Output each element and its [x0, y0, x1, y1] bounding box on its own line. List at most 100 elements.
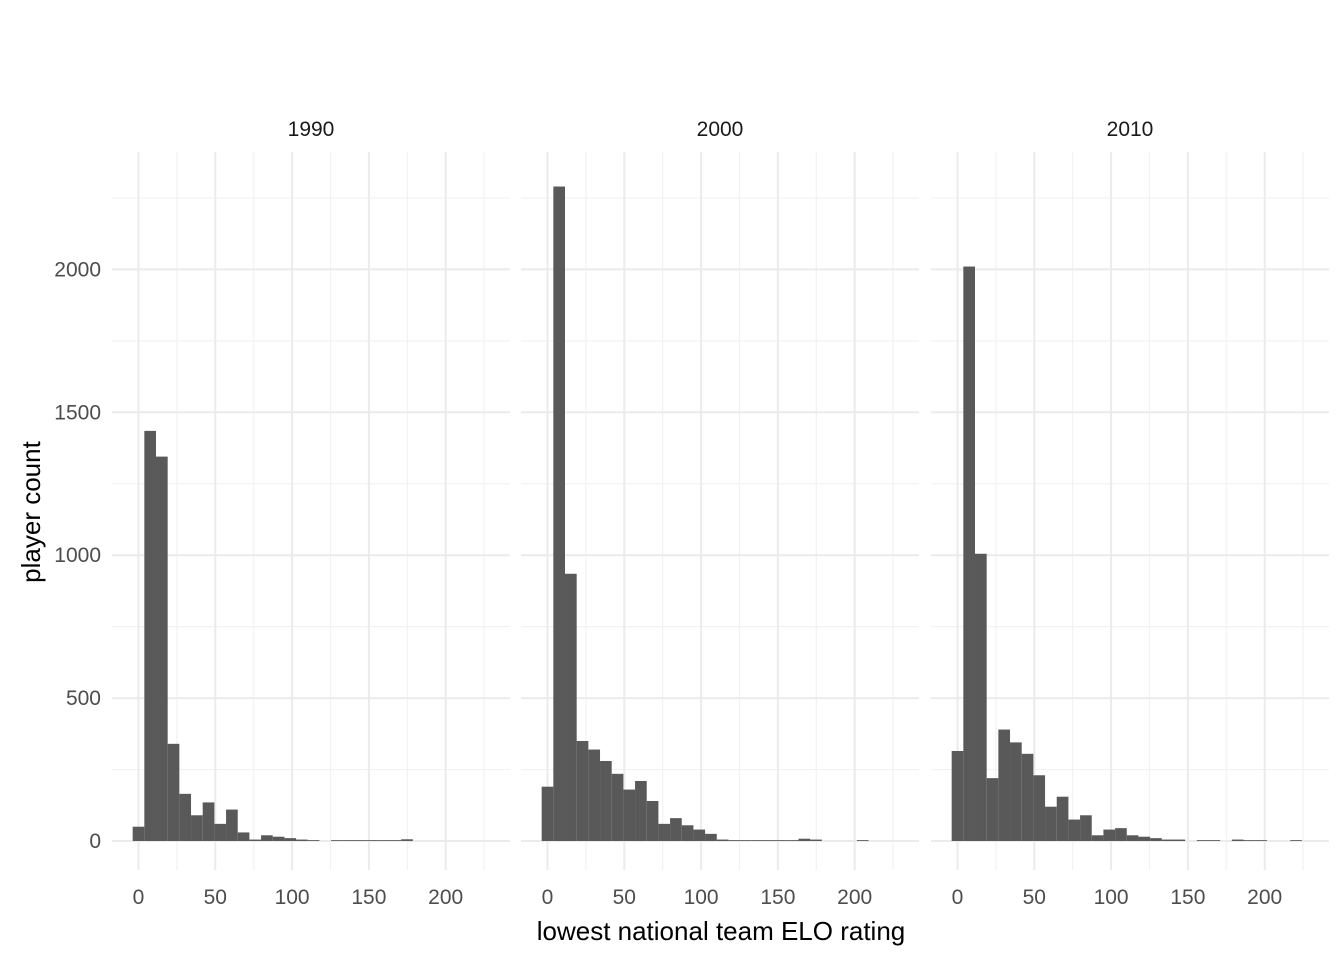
histogram-bar — [740, 840, 752, 841]
x-tick-label: 100 — [1094, 886, 1129, 909]
histogram-bar — [261, 835, 273, 841]
histogram-bar — [1126, 835, 1139, 841]
histogram-bar — [214, 823, 227, 841]
histogram-bar — [144, 430, 157, 841]
histogram-bar — [132, 826, 145, 841]
facet-panel-2000: 2000 0 50 100 150 200 — [521, 118, 919, 909]
histogram-bar — [963, 266, 976, 841]
histogram-bar — [576, 740, 589, 841]
minor-gridlines — [931, 152, 1329, 870]
histogram-bar — [1150, 838, 1162, 841]
histogram-bars — [541, 186, 869, 841]
x-tick-label: 0 — [133, 886, 145, 909]
minor-gridlines — [521, 152, 919, 870]
histogram-bar — [951, 750, 964, 841]
x-axis-tick-labels: 0 50 100 150 200 — [542, 886, 873, 909]
histogram-bar — [693, 829, 706, 841]
histogram-bar — [377, 840, 390, 841]
x-tick-label: 50 — [1023, 886, 1046, 909]
histogram-bar — [1243, 840, 1256, 841]
histogram-bar — [167, 743, 180, 841]
histogram-bar — [541, 786, 554, 841]
histogram-bar — [226, 809, 238, 841]
histogram-bar — [786, 840, 799, 841]
y-tick-label: 1500 — [54, 401, 101, 424]
x-tick-label: 0 — [542, 886, 554, 909]
histogram-bar — [1045, 806, 1057, 841]
histogram-bar — [1056, 796, 1069, 841]
x-tick-label: 150 — [1170, 886, 1205, 909]
histogram-bar — [798, 838, 811, 841]
histogram-bar — [681, 825, 694, 841]
histogram-bar — [658, 823, 671, 841]
major-gridlines — [931, 152, 1329, 870]
x-tick-label: 150 — [760, 886, 795, 909]
histogram-bar — [1208, 840, 1221, 841]
y-tick-label: 500 — [66, 687, 101, 710]
histogram-bar — [646, 800, 659, 841]
x-tick-label: 150 — [351, 886, 386, 909]
facet-strip-label: 2000 — [697, 118, 744, 141]
y-axis-tick-labels: 0 500 1000 1500 2000 — [54, 258, 101, 853]
x-axis-title: lowest national team ELO rating — [537, 916, 906, 946]
x-tick-label: 200 — [837, 886, 872, 909]
histogram-bar — [401, 839, 413, 841]
histogram-bar — [296, 839, 308, 841]
histogram-bar — [728, 840, 741, 841]
histogram-bars — [132, 430, 413, 841]
histogram-bar — [342, 840, 355, 841]
y-tick-label: 0 — [89, 830, 101, 853]
x-tick-label: 50 — [613, 886, 636, 909]
x-tick-label: 200 — [428, 886, 463, 909]
histogram-bar — [1255, 840, 1267, 841]
histogram-bar — [1290, 840, 1302, 841]
histogram-bar — [249, 839, 262, 841]
histogram-bar — [331, 840, 343, 841]
histogram-bar — [1196, 840, 1209, 841]
x-axis-tick-labels: 0 50 100 150 200 — [133, 886, 464, 909]
y-tick-label: 1000 — [54, 544, 101, 567]
histogram-bar — [1021, 753, 1034, 841]
histogram-bar — [191, 815, 203, 841]
x-tick-label: 100 — [275, 886, 310, 909]
histogram-bar — [751, 840, 764, 841]
histogram-bar — [763, 840, 776, 841]
facet-panel-2010: 2010 0 50 100 150 200 — [931, 118, 1329, 909]
histogram-bar — [635, 780, 647, 841]
histogram-bar — [600, 760, 612, 841]
histogram-bar — [1033, 775, 1046, 841]
facet-strip-label: 2010 — [1107, 118, 1154, 141]
x-tick-label: 50 — [204, 886, 227, 909]
histogram-bar — [705, 833, 717, 841]
histogram-bar — [856, 840, 869, 841]
histogram-bar — [810, 839, 822, 841]
histogram-bar — [272, 836, 285, 841]
x-tick-label: 0 — [952, 886, 964, 909]
histogram-bar — [156, 456, 168, 841]
histogram-bar — [1173, 839, 1186, 841]
histogram-bar — [565, 573, 577, 841]
histogram-bar — [553, 186, 566, 841]
histogram-bar — [1103, 829, 1116, 841]
histogram-bar — [179, 793, 192, 841]
y-tick-label: 2000 — [54, 258, 101, 281]
histogram-bar — [284, 838, 297, 841]
histogram-bar — [1115, 828, 1127, 841]
histogram-bar — [237, 832, 250, 841]
histogram-bar — [670, 818, 682, 841]
y-axis-title: player count — [16, 440, 46, 582]
histogram-bar — [1010, 742, 1022, 841]
major-gridlines — [112, 152, 510, 870]
facet-panel-1990: 1990 0 50 100 150 200 — [112, 118, 510, 909]
histogram-bar — [1231, 839, 1244, 841]
histogram-bar — [1161, 839, 1174, 841]
histogram-bar — [588, 749, 601, 841]
histogram-bar — [307, 840, 320, 841]
histogram-bar — [366, 840, 378, 841]
histogram-bar — [1068, 819, 1081, 841]
histogram-bar — [998, 729, 1011, 841]
facet-strip-label: 1990 — [288, 118, 335, 141]
histogram-bars — [951, 266, 1302, 841]
